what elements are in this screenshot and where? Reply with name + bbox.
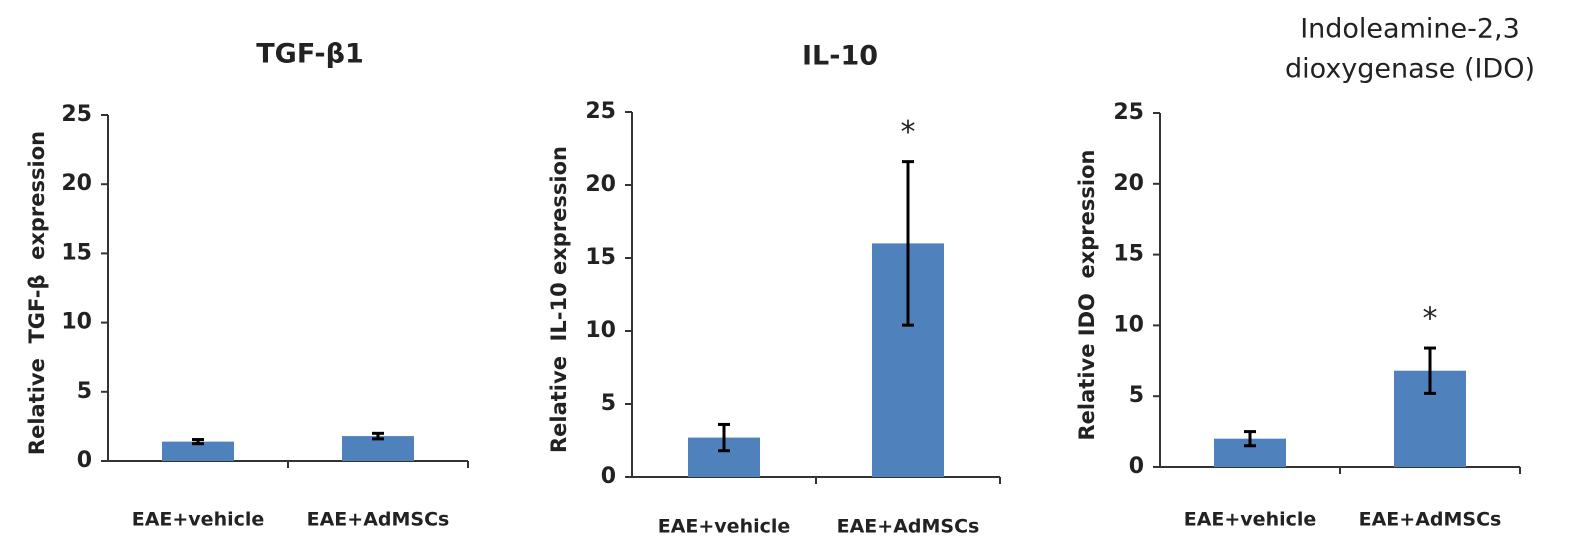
x-tick-label: EAE+AdMSCs [837, 516, 980, 538]
y-tick-label: 10 [1113, 312, 1144, 337]
y-tick-label: 25 [1113, 100, 1144, 125]
x-tick-label: EAE+vehicle [658, 516, 791, 538]
chart-title: TGF-β1 [256, 39, 364, 70]
annotation: * [1423, 302, 1438, 337]
chart-title: IL-10 [802, 41, 878, 72]
y-tick-label: 0 [77, 448, 92, 473]
y-tick-label: 20 [1113, 171, 1144, 196]
y-axis-label: Relative IDO expression [1075, 150, 1099, 441]
y-tick-label: 5 [77, 379, 92, 404]
y-tick-label: 20 [585, 172, 616, 197]
x-tick-label: EAE+vehicle [1184, 509, 1317, 531]
y-axis-label: Relative TGF-β expression [25, 131, 49, 455]
chart-title: dioxygenase (IDO) [1285, 54, 1535, 85]
x-tick-label: EAE+AdMSCs [1359, 509, 1502, 531]
y-tick-label: 25 [585, 99, 616, 124]
bar [162, 441, 234, 461]
x-tick-label: EAE+vehicle [132, 509, 265, 531]
x-tick-label: EAE+AdMSCs [307, 509, 450, 531]
y-tick-label: 15 [61, 240, 92, 265]
y-tick-label: 25 [61, 102, 92, 127]
y-tick-label: 0 [1129, 454, 1144, 479]
y-tick-label: 0 [601, 464, 616, 489]
chart-title: Indoleamine-2,3 [1300, 14, 1520, 45]
y-tick-label: 5 [1129, 383, 1144, 408]
y-tick-label: 10 [585, 318, 616, 343]
y-axis-label: Relative IL-10 expression [547, 146, 571, 453]
y-tick-label: 20 [61, 171, 92, 196]
annotation: * [901, 115, 916, 150]
y-tick-label: 15 [585, 245, 616, 270]
y-tick-label: 5 [601, 391, 616, 416]
y-tick-label: 10 [61, 310, 92, 335]
y-tick-label: 15 [1113, 242, 1144, 267]
